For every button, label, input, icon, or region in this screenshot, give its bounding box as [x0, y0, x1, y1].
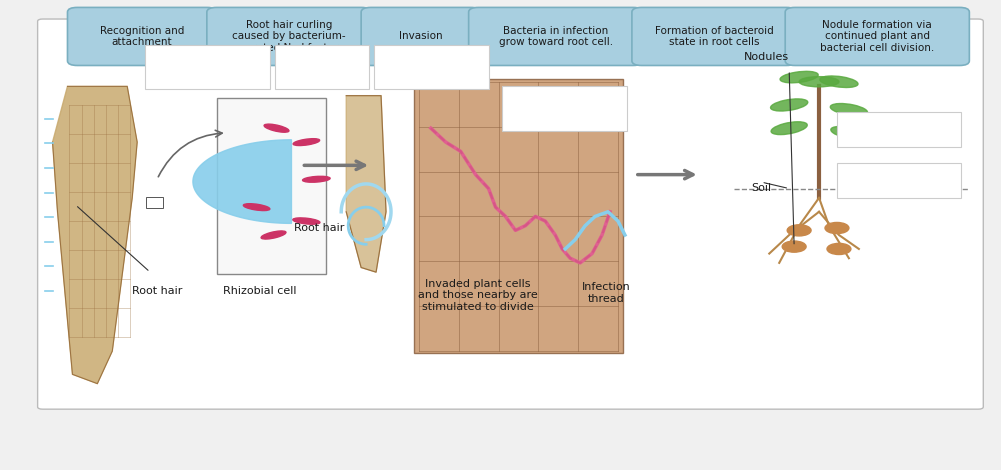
Ellipse shape	[830, 103, 868, 116]
FancyBboxPatch shape	[361, 8, 480, 65]
FancyBboxPatch shape	[374, 45, 488, 89]
FancyBboxPatch shape	[503, 86, 627, 131]
Circle shape	[782, 241, 806, 252]
Text: Nodules: Nodules	[744, 52, 789, 62]
Polygon shape	[52, 86, 137, 384]
Ellipse shape	[831, 126, 867, 139]
Ellipse shape	[799, 77, 839, 87]
Circle shape	[825, 222, 849, 234]
Circle shape	[827, 243, 851, 255]
Circle shape	[787, 225, 811, 236]
Text: Root hair: Root hair	[294, 223, 344, 233]
Ellipse shape	[261, 231, 286, 239]
Ellipse shape	[780, 71, 818, 83]
Ellipse shape	[293, 139, 319, 146]
Polygon shape	[346, 96, 386, 272]
Ellipse shape	[264, 124, 289, 132]
FancyBboxPatch shape	[837, 163, 961, 198]
FancyBboxPatch shape	[145, 45, 269, 89]
Text: Nodule formation via
continued plant and
bacterial cell division.: Nodule formation via continued plant and…	[820, 20, 934, 53]
Ellipse shape	[293, 218, 320, 224]
Text: Formation of bacteroid
state in root cells: Formation of bacteroid state in root cel…	[655, 26, 774, 47]
Ellipse shape	[243, 204, 270, 211]
Text: Root hair curling
caused by bacterium-
secreted Nod factors: Root hair curling caused by bacterium- s…	[232, 20, 345, 53]
FancyBboxPatch shape	[207, 8, 371, 65]
Ellipse shape	[302, 176, 330, 182]
FancyBboxPatch shape	[38, 19, 983, 409]
Text: Infection
thread: Infection thread	[582, 282, 631, 304]
Text: Root hair: Root hair	[132, 286, 182, 296]
FancyBboxPatch shape	[837, 112, 961, 147]
Ellipse shape	[820, 76, 858, 87]
FancyBboxPatch shape	[217, 98, 326, 274]
FancyBboxPatch shape	[632, 8, 796, 65]
Text: Recognition and
attachment: Recognition and attachment	[100, 26, 184, 47]
Ellipse shape	[771, 122, 807, 134]
Text: Invasion: Invasion	[399, 31, 442, 41]
FancyBboxPatch shape	[67, 8, 217, 65]
Text: Rhizobial cell: Rhizobial cell	[223, 286, 296, 296]
Ellipse shape	[771, 99, 808, 111]
Text: Bacteria in infection
grow toward root cell.: Bacteria in infection grow toward root c…	[498, 26, 613, 47]
FancyBboxPatch shape	[274, 45, 369, 89]
FancyBboxPatch shape	[785, 8, 969, 65]
Text: Soil: Soil	[751, 183, 772, 193]
Polygon shape	[193, 140, 291, 223]
FancyBboxPatch shape	[468, 8, 643, 65]
Text: Invaded plant cells
and those nearby are
stimulated to divide: Invaded plant cells and those nearby are…	[417, 279, 538, 312]
FancyBboxPatch shape	[413, 79, 623, 353]
